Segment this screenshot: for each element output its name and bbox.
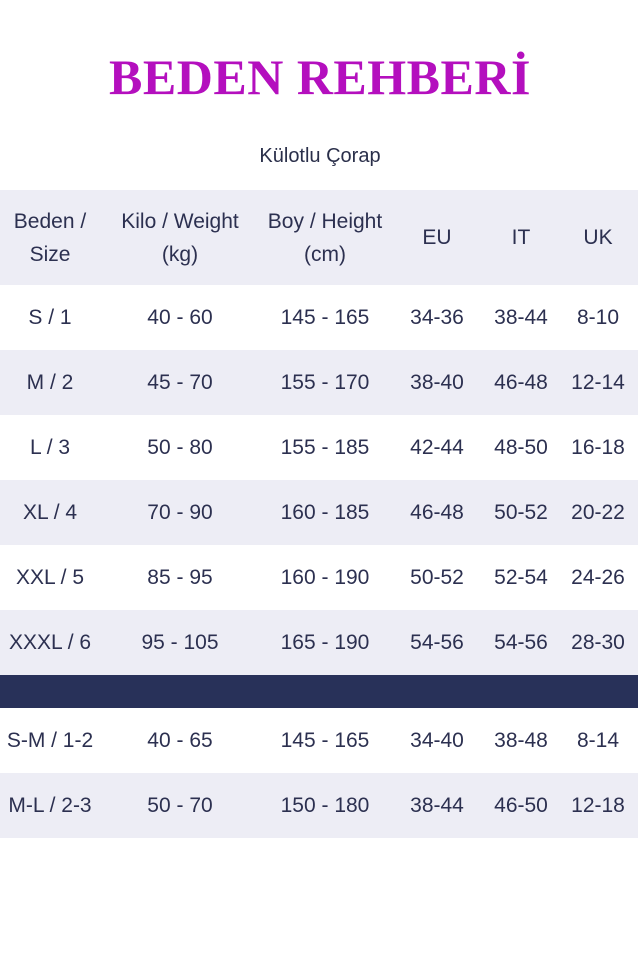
table-cell: 34-36 [410, 305, 464, 329]
table-cell: XL / 4 [22, 500, 78, 524]
table-cell: 16-18 [571, 435, 625, 459]
table-cell: 165 - 190 [280, 630, 370, 654]
table-cell: L / 3 [29, 435, 71, 459]
table-cell: 12-14 [571, 370, 625, 394]
table-cell: 48-50 [494, 435, 548, 459]
table-cell: 8-14 [576, 728, 620, 752]
table-row: S-M / 1-2 40 - 65 145 - 165 34-40 38-48 8-14 [0, 708, 638, 773]
header-uk: UK [583, 226, 613, 249]
table-cell: 150 - 180 [280, 793, 370, 817]
table-body: S / 1 40 - 60 145 - 165 34-36 38-44 8-10 M / 2… [0, 285, 638, 675]
table-cell: 145 - 165 [280, 305, 370, 329]
header-line: (kg) [161, 242, 199, 266]
table-cell: 40 - 60 [147, 305, 213, 329]
table-cell: 95 - 105 [141, 630, 219, 654]
table-cell: 20-22 [571, 500, 625, 524]
section-divider [0, 675, 638, 708]
table-cell: 12-18 [571, 793, 625, 817]
table-cell: 54-56 [410, 630, 464, 654]
table-row: XXXL / 6 95 - 105 165 - 190 54-56 54-56 28-30 [0, 610, 638, 675]
header-height: Boy / Height (cm) [260, 205, 390, 271]
table-cell: 8-10 [576, 305, 620, 329]
table-cell: 155 - 185 [280, 435, 370, 459]
table-cell: 70 - 90 [147, 500, 213, 524]
table-cell: S-M / 1-2 [6, 728, 94, 752]
table-cell: M / 2 [26, 370, 74, 394]
page-title: BEDEN REHBERİ [109, 49, 531, 105]
table-cell: S / 1 [28, 305, 72, 329]
table-cell: 46-50 [494, 793, 548, 817]
table-cell: 85 - 95 [147, 565, 213, 589]
header-size: Beden / Size [0, 205, 100, 271]
table-cell: 50 - 80 [147, 435, 213, 459]
table-cell: 160 - 185 [280, 500, 370, 524]
table-cell: 155 - 170 [280, 370, 370, 394]
header-line: Beden / [13, 209, 87, 233]
header-it: IT [511, 226, 531, 249]
table-header: Beden / Size Kilo / Weight (kg) Boy / Heig… [0, 190, 638, 285]
table-cell: 24-26 [571, 565, 625, 589]
table-row: XXL / 5 85 - 95 160 - 190 50-52 52-54 24-26 [0, 545, 638, 610]
table-cell: 54-56 [494, 630, 548, 654]
header-line: Boy / Height [267, 209, 383, 233]
table-cell: 34-40 [410, 728, 464, 752]
table-cell: XXL / 5 [15, 565, 85, 589]
table-cell: 46-48 [494, 370, 548, 394]
table-cell: 38-44 [410, 793, 464, 817]
table-cell: 40 - 65 [147, 728, 213, 752]
header-weight: Kilo / Weight (kg) [100, 205, 260, 271]
table-row: XL / 4 70 - 90 160 - 185 46-48 50-52 20-22 [0, 480, 638, 545]
table-cell: 38-40 [410, 370, 464, 394]
table-cell: 50-52 [494, 500, 548, 524]
table-cell: 38-48 [494, 728, 548, 752]
table-cell: 46-48 [410, 500, 464, 524]
table-cell: 160 - 190 [280, 565, 370, 589]
table-cell: 50 - 70 [147, 793, 213, 817]
header-line: Size [29, 242, 71, 266]
table-cell: 50-52 [410, 565, 464, 589]
header-eu: EU [422, 226, 452, 249]
table-row: M-L / 2-3 50 - 70 150 - 180 38-44 46-50 12-18 [0, 773, 638, 838]
header-line: (cm) [304, 242, 346, 266]
table-body-combined: S-M / 1-2 40 - 65 145 - 165 34-40 38-48 8-14 M… [0, 708, 638, 838]
size-table: Beden / Size Kilo / Weight (kg) Boy / Heig… [0, 190, 638, 838]
header-line: Kilo / Weight [121, 209, 239, 233]
table-row: M / 2 45 - 70 155 - 170 38-40 46-48 12-14 [0, 350, 638, 415]
table-row: L / 3 50 - 80 155 - 185 42-44 48-50 16-18 [0, 415, 638, 480]
table-row: S / 1 40 - 60 145 - 165 34-36 38-44 8-10 [0, 285, 638, 350]
table-cell: 42-44 [410, 435, 464, 459]
table-cell: 45 - 70 [147, 370, 213, 394]
table-cell: 38-44 [494, 305, 548, 329]
table-cell: 28-30 [571, 630, 625, 654]
table-cell: 145 - 165 [280, 728, 370, 752]
table-cell: M-L / 2-3 [8, 793, 92, 817]
table-cell: XXXL / 6 [8, 630, 92, 654]
subtitle: Külotlu Çorap [259, 145, 381, 167]
table-cell: 52-54 [494, 565, 548, 589]
